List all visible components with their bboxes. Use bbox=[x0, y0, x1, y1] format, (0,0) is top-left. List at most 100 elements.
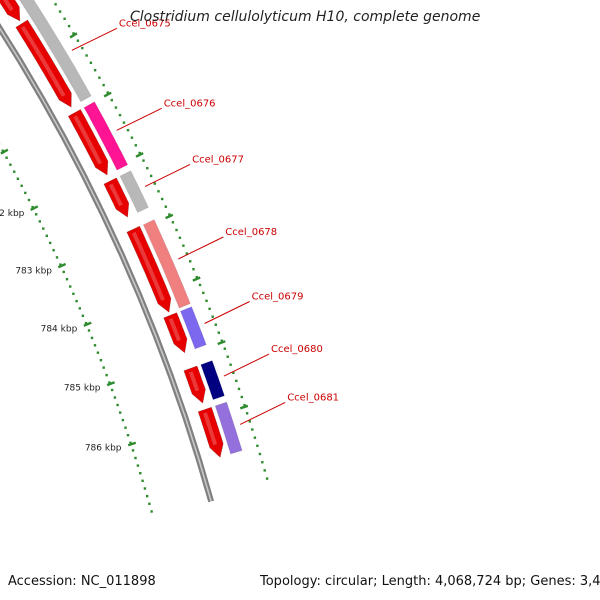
inner-scale-dot bbox=[42, 227, 45, 230]
cog-segment bbox=[200, 359, 226, 401]
outer-scale-dot bbox=[175, 228, 178, 232]
inner-scale-dot bbox=[81, 314, 85, 317]
gene-arrow[interactable] bbox=[183, 365, 206, 404]
tick-mark-inner bbox=[30, 205, 39, 211]
inner-scale-dot bbox=[141, 479, 144, 482]
inner-scale-dot bbox=[96, 351, 100, 354]
outer-scale-dot bbox=[146, 167, 149, 170]
inner-scale-dot bbox=[35, 213, 38, 216]
gene-label[interactable]: Ccel_0679 bbox=[252, 292, 304, 303]
inner-scale-dot bbox=[62, 270, 65, 274]
inner-scale-dot bbox=[9, 163, 12, 166]
gene-arrow[interactable] bbox=[0, 0, 21, 22]
gene-label[interactable]: Ccel_0677 bbox=[192, 154, 244, 165]
inner-scale-dot bbox=[110, 388, 114, 392]
gene-arrow-shine bbox=[131, 231, 165, 301]
outer-scale-dot bbox=[89, 61, 93, 64]
cog-segment bbox=[19, 0, 92, 103]
outer-scale-dot bbox=[258, 452, 262, 456]
outer-scale-dot bbox=[245, 412, 249, 415]
outer-scale-dot bbox=[85, 54, 88, 57]
gene-arrow[interactable] bbox=[103, 177, 130, 218]
outer-scale-dot bbox=[171, 221, 175, 224]
inner-scale-dot bbox=[146, 494, 149, 498]
label-leader bbox=[71, 27, 118, 51]
inner-scale-dot bbox=[93, 344, 97, 347]
gene-arrow[interactable] bbox=[197, 406, 224, 458]
inner-scale-dot bbox=[49, 241, 52, 245]
inner-scale-dot bbox=[124, 426, 127, 429]
outer-scale-dot bbox=[232, 371, 235, 374]
outer-scale-dot bbox=[235, 379, 238, 383]
outer-dotted-scale bbox=[54, 3, 269, 480]
tick-label: 784 kbp bbox=[41, 324, 78, 334]
label-leader bbox=[204, 301, 250, 324]
gene-arrow-shine bbox=[188, 371, 200, 392]
gene-label[interactable]: Ccel_0676 bbox=[164, 98, 216, 109]
tick-mark-outer bbox=[103, 91, 112, 98]
outer-scale-dot bbox=[130, 136, 134, 139]
outer-scale-dot bbox=[118, 113, 122, 117]
inner-scale-dot bbox=[55, 256, 59, 259]
inner-scale-dot bbox=[116, 403, 119, 407]
outer-scale-dot bbox=[265, 477, 269, 480]
outer-scale-dot bbox=[98, 76, 101, 79]
gene-arrow[interactable] bbox=[126, 225, 172, 313]
inner-scale-dot bbox=[72, 292, 75, 295]
gene-label[interactable]: Ccel_0678 bbox=[225, 227, 277, 238]
gene-label[interactable]: Ccel_0681 bbox=[287, 392, 339, 403]
outer-scale-dot bbox=[54, 3, 57, 6]
outer-scale-dot bbox=[138, 151, 141, 155]
outer-scale-dot bbox=[253, 436, 257, 439]
inner-scale-dot bbox=[90, 336, 94, 340]
inner-scale-dot bbox=[20, 184, 23, 187]
inner-scale-dot bbox=[143, 487, 147, 490]
inner-scale-dot bbox=[139, 472, 142, 475]
gene-arrow[interactable] bbox=[163, 312, 188, 354]
cog-segment bbox=[214, 401, 243, 455]
inner-scale-dot bbox=[1, 149, 4, 152]
inner-scale-dot bbox=[102, 366, 105, 369]
outer-scale-dot bbox=[237, 387, 241, 391]
tick-mark-outer bbox=[192, 276, 201, 282]
outer-scale-dot bbox=[168, 213, 171, 216]
cog-segment bbox=[142, 218, 191, 309]
gene-arrow[interactable] bbox=[15, 19, 72, 108]
tick-mark-outer bbox=[165, 213, 174, 220]
inner-scale-dot bbox=[16, 177, 20, 180]
gene-track bbox=[0, 0, 224, 458]
backbone-ring bbox=[0, 23, 214, 503]
outer-scale-dot bbox=[208, 307, 211, 310]
outer-scale-dot bbox=[205, 299, 208, 302]
inner-scale-dot bbox=[65, 278, 69, 281]
tick-mark-inner bbox=[57, 262, 67, 269]
inner-scale-dot bbox=[5, 156, 8, 159]
tick-mark-inner bbox=[106, 381, 116, 387]
genome-title: Clostridium cellulolyticum H10, complete… bbox=[130, 9, 481, 25]
inner-scale-dot bbox=[87, 329, 91, 332]
inner-scale-dot bbox=[113, 396, 117, 399]
outer-scale-dot bbox=[178, 236, 182, 239]
outer-scale-dot bbox=[202, 291, 205, 295]
label-leader bbox=[223, 353, 270, 377]
outer-scale-dot bbox=[182, 244, 185, 247]
gene-arrow[interactable] bbox=[67, 109, 109, 176]
cog-track bbox=[19, 0, 243, 455]
tick-label: 783 kbp bbox=[15, 266, 52, 276]
gene-label[interactable]: Ccel_0675 bbox=[119, 18, 171, 29]
inner-scale-dot bbox=[13, 170, 16, 173]
gene-arrow-shine bbox=[73, 115, 102, 165]
gene-label[interactable]: Ccel_0680 bbox=[271, 344, 323, 355]
outer-scale-dot bbox=[189, 260, 192, 263]
outer-scale-dot bbox=[106, 91, 109, 94]
gene-arrow-shine bbox=[20, 26, 66, 97]
outer-scale-dot bbox=[248, 420, 251, 423]
outer-scale-dot bbox=[122, 121, 126, 124]
outer-scale-dot bbox=[223, 347, 226, 350]
inner-scale-dot bbox=[119, 411, 122, 414]
tick-mark-outer bbox=[69, 32, 78, 39]
inner-scale-dot bbox=[129, 441, 132, 444]
inner-scale-dot bbox=[108, 381, 111, 384]
tick-label: 786 kbp bbox=[85, 443, 122, 453]
